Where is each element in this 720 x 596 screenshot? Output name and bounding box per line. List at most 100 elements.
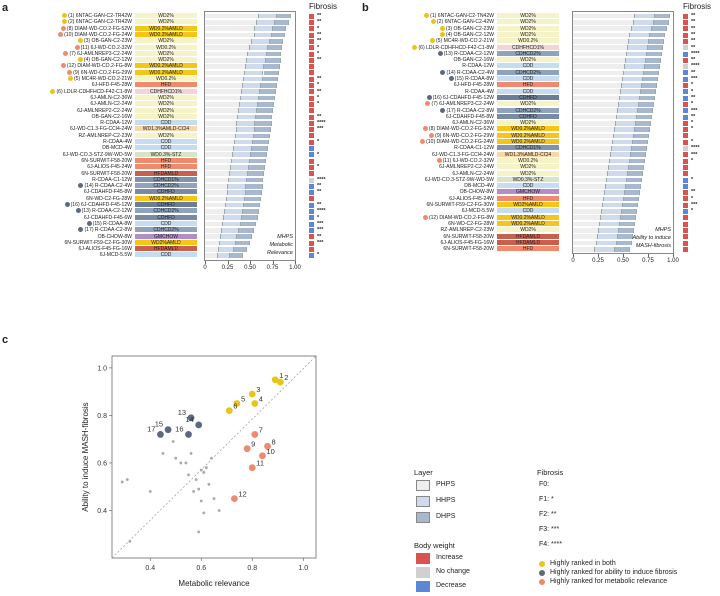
bar-segment-phps: [573, 241, 597, 246]
model-name: 6N-SURWIT-F59-C2-FG-30W: [64, 240, 132, 246]
model-name: (5) MC4R-WD-CO.2-21W: [74, 76, 132, 82]
bar-segment-phps: [205, 146, 234, 151]
gray-rank-dot: [78, 227, 83, 232]
bar-segment-hhps: [255, 33, 272, 38]
diet-cell: CDD: [135, 221, 197, 227]
diet-cell: WD2%: [135, 95, 197, 101]
scatter-point-metabolic: [249, 464, 256, 471]
bodyweight-square: [309, 96, 314, 101]
model-name: (14) R-CDAA-C2-4W: [446, 70, 494, 76]
scatter-point-metabolic: [251, 431, 258, 438]
bar-segment-hhps: [623, 77, 643, 82]
scatter-point-fibrosis: [165, 426, 172, 433]
bar-segment-dhps: [260, 89, 276, 94]
bar-segment-phps: [573, 203, 603, 208]
bodyweight-square: [683, 241, 688, 246]
bodyweight-square: [309, 247, 314, 252]
fibrosis-stars: *: [317, 252, 319, 258]
bodyweight-square: [309, 127, 314, 132]
gray-rank-dot: [438, 51, 443, 56]
scatter-point-both: [226, 407, 233, 414]
diet-cell: WD2%: [497, 32, 559, 38]
bar-segment-hhps: [259, 14, 277, 19]
diet-cell: WD2%AMLD: [135, 240, 197, 246]
x-axis-label: Metabolic relevance: [178, 579, 250, 588]
bar-segment-hhps: [230, 171, 248, 176]
model-name: (5) MC4R-WD-CO.2-21W: [436, 38, 494, 44]
diagonal-line: [112, 356, 316, 558]
model-name: 6N-SURWIT-F58-20W: [443, 234, 494, 240]
bar-segment-hhps: [255, 26, 273, 31]
yellow-rank-dot: [431, 19, 436, 24]
bodyweight-square: [309, 45, 314, 50]
bar-segment-hhps: [627, 52, 647, 57]
diet-cell: HFD: [135, 164, 197, 170]
diet-cell: WD0.2%AMLD: [497, 139, 559, 145]
bodyweight-square: [683, 64, 688, 69]
scatter-point-other: [197, 488, 200, 491]
diet-cell: HFD: [497, 82, 559, 88]
scatter-point-other: [205, 466, 208, 469]
bodyweight-square: [683, 222, 688, 227]
bodyweight-square: [683, 196, 688, 201]
model-name: (16) 6J-CDAHFD-F45-12W: [71, 202, 132, 208]
annotation-line: Ability to induce: [603, 234, 671, 242]
bar-segment-hhps: [252, 39, 270, 44]
bar-segment-dhps: [254, 134, 270, 139]
model-name: 6N-WD-C2-FG-28W: [86, 196, 132, 202]
x-tick-label: 1.0: [298, 565, 308, 572]
model-name: 6J-ALIOS-F45-FG-16W: [441, 240, 495, 246]
bar-segment-dhps: [636, 121, 651, 126]
bodyweight-square: [683, 190, 688, 195]
layer-swatch: [416, 496, 430, 507]
model-name: (9) 6N-WD-CO.2-FG-29W: [435, 133, 494, 139]
bar-segment-dhps: [643, 77, 658, 82]
bodyweight-square: [683, 159, 688, 164]
point-id-label: 14: [185, 415, 193, 424]
bar-segment-hhps: [237, 121, 255, 126]
bodyweight-square: [309, 178, 314, 183]
diet-cell: CDD: [135, 252, 197, 258]
layer-name: HHPS: [436, 497, 455, 504]
bar-segment-phps: [205, 20, 257, 25]
bar-segment-phps: [573, 33, 630, 38]
bar-segment-dhps: [647, 52, 662, 57]
scatter-point-other: [128, 540, 131, 543]
bodyweight-square: [309, 115, 314, 120]
point-id-label: 11: [256, 459, 264, 468]
model-name: (2) 6NTAC-GAN-C2-TR42W: [68, 19, 132, 25]
diet-cell: WD0.2%AMLD: [497, 133, 559, 139]
model-name: (1) 6NTAC-GAN-C2-TR42W: [68, 13, 132, 19]
model-name: OB-GAN-C2-16W: [92, 114, 132, 120]
model-label: 6J-MCD-5.5W: [0, 252, 132, 258]
bar-segment-dhps: [277, 14, 291, 19]
scatter-point-other: [200, 469, 203, 472]
bodyweight-square: [309, 26, 314, 31]
orange-rank-dot: [67, 70, 72, 75]
model-name: (12) DIAM-WD-CO.2-FG-8W: [67, 63, 132, 69]
diet-cell: GMCHOW: [497, 189, 559, 195]
bodyweight-square: [683, 26, 688, 31]
diet-cell: CDHCD2%: [135, 208, 197, 214]
bar-segment-hhps: [610, 159, 630, 164]
bar-segment-hhps: [231, 165, 249, 170]
model-name: DB-MCD-4W: [102, 145, 132, 151]
bar-segment-dhps: [626, 184, 641, 189]
bar-segment-dhps: [628, 171, 643, 176]
bar-segment-hhps: [618, 108, 638, 113]
orange-rank-dot: [61, 26, 66, 31]
bar-segment-phps: [573, 115, 617, 120]
bodyweight-name: No change: [436, 568, 470, 575]
scatter-point-other: [187, 473, 190, 476]
bodyweight-square: [309, 196, 314, 201]
bar-segment-dhps: [635, 127, 650, 132]
diet-cell: HFD: [497, 196, 559, 202]
bar-segment-phps: [573, 134, 614, 139]
model-name: 6N-SURWIT-F58-20W: [81, 158, 132, 164]
bodyweight-square: [683, 247, 688, 252]
fibrosis-stars: *: [691, 208, 693, 214]
fibrosis-stars: ***: [317, 240, 323, 246]
orange-rank-dot: [425, 101, 430, 106]
scatter-point-other: [197, 530, 200, 533]
bar-segment-phps: [205, 209, 225, 214]
